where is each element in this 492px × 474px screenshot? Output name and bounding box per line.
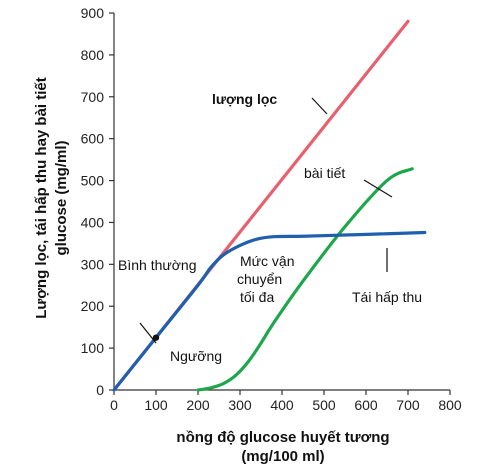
y-axis-title-line1: Lượng lọc, tái hấp thu hay bài tiết — [33, 77, 50, 319]
x-tick-label: 0 — [110, 397, 118, 413]
leader-filtered — [311, 97, 328, 115]
y-tick-label: 800 — [81, 47, 105, 63]
x-tick-label: 800 — [438, 397, 462, 413]
y-tick-label: 400 — [81, 214, 105, 230]
x-tick-label: 600 — [354, 397, 378, 413]
leader-normal — [139, 322, 157, 344]
y-tick-label: 700 — [81, 89, 105, 105]
label-threshold: Ngưỡng — [170, 348, 222, 364]
label-tmax-line1: Mức vận — [240, 253, 295, 269]
x-tick-label: 300 — [228, 397, 252, 413]
x-tick-label: 100 — [144, 397, 168, 413]
y-tick-label: 600 — [81, 131, 105, 147]
y-tick-label: 900 — [81, 5, 105, 21]
x-tick-label: 400 — [270, 397, 294, 413]
y-tick-label: 0 — [96, 382, 104, 398]
label-excreted: bài tiết — [304, 165, 345, 181]
x-axis-title-line2: (mg/100 ml) — [241, 448, 324, 465]
series-group — [112, 19, 427, 392]
series-line-excreted — [196, 167, 414, 392]
label-tmax-line2: chuyển — [237, 271, 282, 287]
axes — [113, 13, 450, 391]
x-axis-title-line1: nồng độ glucose huyết tương — [176, 429, 389, 446]
label-tmax-line3: tối đa — [240, 289, 274, 305]
y-tick-label: 500 — [81, 173, 105, 189]
x-tick-label: 500 — [312, 397, 336, 413]
tick-group: 0 100 200 300 400 500 600 700 800 0 100 200 300 400 50… — [81, 5, 462, 413]
label-filtered: lượng lọc — [212, 91, 277, 107]
leader-excreted — [363, 179, 393, 198]
y-tick-label: 100 — [81, 340, 105, 356]
x-tick-label: 200 — [186, 397, 210, 413]
y-axis-title-line2: glucose (mg/ml) — [53, 140, 70, 255]
y-tick-label: 300 — [81, 256, 105, 272]
label-reabsorbed: Tái hấp thu — [352, 289, 422, 305]
label-normal: Bình thường — [118, 257, 197, 273]
leader-lines — [139, 97, 393, 344]
x-tick-label: 700 — [396, 397, 420, 413]
y-tick-label: 200 — [81, 298, 105, 314]
normal-marker-dot — [152, 334, 160, 341]
series-line-reabsorbed — [112, 230, 427, 392]
